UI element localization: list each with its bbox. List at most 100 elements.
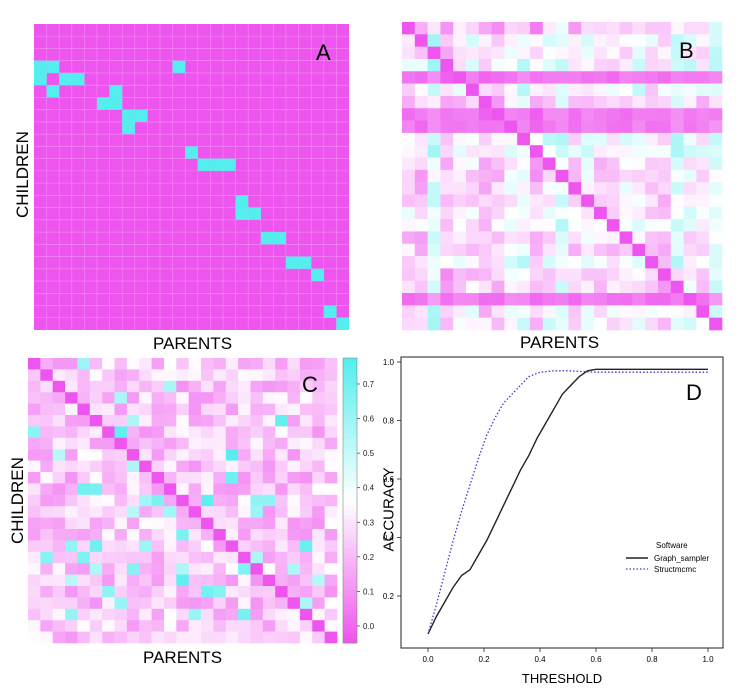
heatmap-cell <box>262 483 276 496</box>
heatmap-cell <box>114 392 128 404</box>
heatmap-cell <box>28 529 41 541</box>
heatmap-cell <box>414 231 428 245</box>
heatmap-cell <box>89 415 103 427</box>
heatmap-cell <box>491 305 505 318</box>
heatmap-cell <box>427 46 441 60</box>
heatmap-cell <box>619 293 633 306</box>
heatmap-cell <box>163 574 177 587</box>
heatmap-cell <box>312 631 325 644</box>
heatmap-cell <box>250 506 264 518</box>
heatmap-cell <box>645 46 659 60</box>
heatmap-cell <box>299 551 313 564</box>
heatmap-cell <box>163 529 177 541</box>
heatmap-cell <box>670 231 684 245</box>
heatmap-cell <box>414 256 428 269</box>
heatmap-cell <box>645 243 659 257</box>
heatmap-cell <box>114 586 128 598</box>
heatmap-cell <box>491 108 505 121</box>
heatmap-cell <box>568 46 582 60</box>
heatmap-cell <box>163 426 177 439</box>
heatmap-cell <box>238 574 251 587</box>
heatmap-cell <box>645 157 659 171</box>
heatmap-cell <box>89 392 103 404</box>
heatmap-cell <box>619 317 633 331</box>
heatmap-cell <box>491 256 505 269</box>
heatmap-cell <box>126 551 140 564</box>
heatmap-cell <box>188 494 202 507</box>
heatmap-cell <box>478 243 492 257</box>
heatmap-cell <box>238 415 251 427</box>
heatmap-cell <box>402 194 416 208</box>
heatmap-cell <box>188 608 202 621</box>
colorbar-step <box>343 595 357 601</box>
heatmap-cell <box>402 22 416 35</box>
heatmap-cell <box>568 83 582 97</box>
heatmap-cell <box>683 231 697 245</box>
heatmap-cell <box>427 293 441 306</box>
heatmap-cell <box>517 108 531 121</box>
heatmap-cell <box>645 108 659 121</box>
heatmap-cell <box>594 317 608 331</box>
heatmap-cell <box>478 280 492 294</box>
heatmap-cell <box>453 145 467 158</box>
heatmap-cell <box>402 46 416 60</box>
heatmap-cell <box>324 563 338 575</box>
heatmap-cell <box>89 494 103 507</box>
heatmap-cell <box>213 358 227 370</box>
heatmap-cell <box>478 132 492 146</box>
heatmap-cell <box>658 145 672 158</box>
heatmap-cell <box>299 631 313 644</box>
colorbar-step <box>343 386 357 392</box>
heatmap-cell <box>287 449 301 461</box>
heatmap-cell <box>478 194 492 208</box>
heatmap-cell <box>275 437 288 450</box>
heatmap-cell <box>126 517 140 530</box>
heatmap-cell <box>619 243 633 257</box>
heatmap-cell <box>658 58 672 72</box>
heatmap-cell <box>324 506 338 518</box>
heatmap-cell <box>89 517 103 530</box>
heatmap-cell <box>312 620 325 632</box>
heatmap-cell <box>273 232 286 245</box>
heatmap-cell <box>530 157 544 171</box>
colorbar-step <box>343 443 357 449</box>
heatmap-cell <box>163 460 177 473</box>
heatmap-cell <box>517 169 531 183</box>
heatmap-cell <box>440 22 454 35</box>
colorbar-step <box>343 405 357 411</box>
heatmap-cell <box>568 182 582 195</box>
heatmap-cell <box>466 83 480 97</box>
heatmap-cell <box>235 195 249 208</box>
heatmap-cell <box>324 449 338 461</box>
heatmap-cell <box>28 506 41 518</box>
heatmap-cell <box>262 460 276 473</box>
heatmap-cell <box>478 71 492 84</box>
heatmap-cell <box>65 574 78 587</box>
heatmap-cell <box>581 58 595 72</box>
heatmap-cell <box>102 358 115 370</box>
heatmap-cell <box>696 58 710 72</box>
heatmap-cell <box>478 317 492 331</box>
colorbar-step <box>343 486 357 492</box>
heatmap-cell <box>151 403 165 416</box>
heatmap-cell <box>453 83 467 97</box>
heatmap-cell <box>466 231 480 245</box>
colorbar-step <box>343 581 357 587</box>
heatmap-cell <box>250 608 264 621</box>
heatmap-cell <box>262 608 276 621</box>
heatmap-cell <box>151 494 165 507</box>
heatmap-cell <box>709 317 723 331</box>
heatmap-cell <box>250 517 264 530</box>
heatmap-cell <box>287 380 301 393</box>
heatmap-cell <box>427 305 441 318</box>
heatmap-cell <box>632 157 646 171</box>
heatmap-cell <box>287 437 301 450</box>
heatmap-cell <box>299 415 313 427</box>
heatmap-cell <box>40 426 54 439</box>
heatmap-cell <box>126 620 140 632</box>
heatmap-cell <box>414 108 428 121</box>
heatmap-cell <box>163 415 177 427</box>
heatmap-cell <box>414 132 428 146</box>
heatmap-cell <box>250 540 264 553</box>
heatmap-cell <box>414 58 428 72</box>
